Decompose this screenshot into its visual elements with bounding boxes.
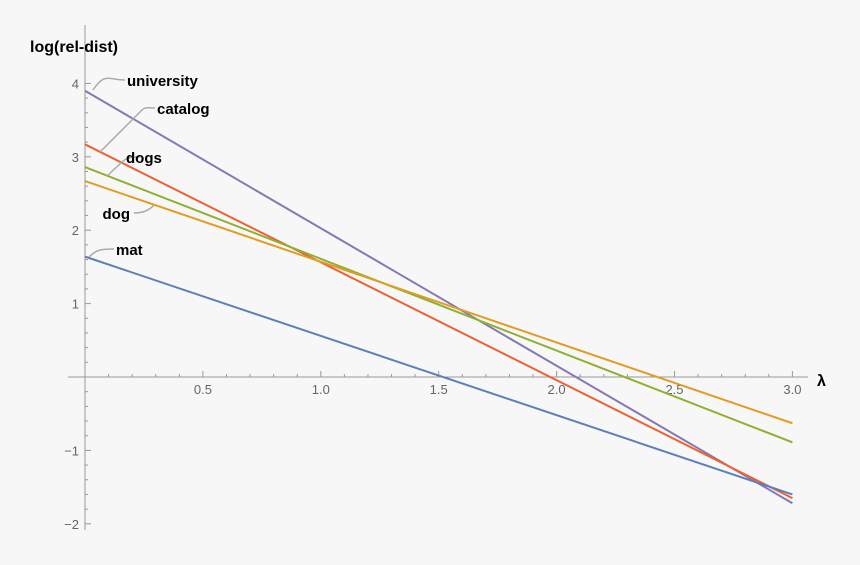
x-tick-label: 2.0 [548,382,566,397]
y-tick-label: 4 [72,76,79,91]
y-tick-label: −1 [64,443,79,458]
leader-line-university [92,77,126,91]
series-label-mat: mat [116,242,143,259]
y-tick-label: 3 [72,150,79,165]
leader-line-dog [133,204,155,214]
y-axis-label: log(rel-dist) [30,39,118,56]
series-label-dogs: dogs [126,150,162,167]
series-label-dog: dog [103,206,131,223]
series-labels: university catalog dogs dog mat [88,73,210,259]
y-tick-label: 1 [72,297,79,312]
axes: 0.5 1.0 1.5 2.0 2.5 3.0 −2 −1 1 2 3 4 [64,25,808,532]
y-tick-label: 2 [72,223,79,238]
series-line-mat [84,255,793,496]
series-line-university [84,89,793,505]
leader-line-dogs [106,156,141,177]
series-line-dogs [84,166,793,444]
series-label-university: university [127,73,199,90]
leader-line-catalog [99,106,156,153]
x-tick-label: 2.5 [665,382,683,397]
series-line-catalog [84,143,793,500]
series-label-catalog: catalog [157,101,210,118]
x-tick-label: 0.5 [194,382,212,397]
x-tick-label: 1.0 [312,382,330,397]
y-tick-label: −2 [64,517,79,532]
x-tick-label: 3.0 [783,382,801,397]
leader-line-mat [88,248,115,258]
series-line-dog [84,180,793,425]
x-tick-label: 1.5 [430,382,448,397]
series-lines [84,89,793,505]
x-axis-label: λ [817,373,826,390]
